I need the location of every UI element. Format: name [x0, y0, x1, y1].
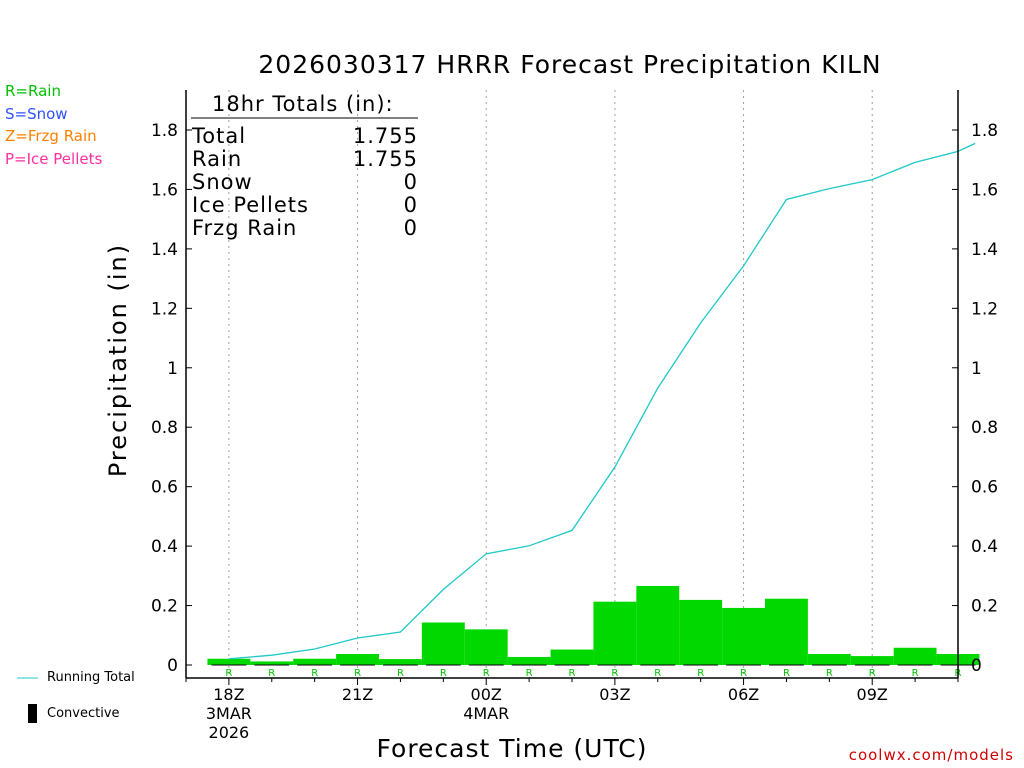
totals-value: 0 — [403, 170, 418, 194]
x-tick-label: 09Z — [857, 685, 888, 704]
y-tick-label-right: 0.2 — [971, 597, 998, 617]
y-tick-label-right: 1.8 — [971, 121, 998, 141]
x-tick-label: 00Z — [471, 685, 502, 704]
convective-key-label: Convective — [47, 706, 120, 721]
y-tick-label-left: 1.8 — [151, 121, 178, 141]
precip-type-marker: R — [740, 668, 747, 679]
precip-bar — [850, 656, 894, 665]
y-tick-label-left: 1 — [167, 359, 178, 379]
hourly-bars — [207, 585, 980, 666]
totals-label: Snow — [192, 170, 253, 194]
precip-bar — [293, 658, 337, 665]
y-tick-label-left: 1.2 — [151, 299, 178, 319]
totals-label: Total — [192, 124, 247, 148]
y-tick-label-right: 1.6 — [971, 180, 998, 200]
precip-type-marker: R — [569, 668, 576, 679]
precip-type-marker: R — [225, 668, 232, 679]
running-total-line — [228, 142, 976, 660]
y-tick-label-left: 0.6 — [151, 478, 178, 498]
precip-bar — [550, 649, 594, 665]
precip-type-marker: R — [354, 668, 361, 679]
y-tick-label-right: 0 — [971, 656, 982, 676]
y-tick-label-right: 1 — [971, 359, 982, 379]
totals-value: 1.755 — [352, 147, 418, 171]
convective-key-swatch — [28, 704, 37, 723]
precip-type-marker: R — [311, 668, 318, 679]
precip-bar — [679, 599, 723, 665]
x-tick-label: 03Z — [599, 685, 630, 704]
y-tick-label-left: 0.2 — [151, 597, 178, 617]
precip-bar — [636, 585, 680, 665]
x-tick-label: 4MAR — [463, 704, 509, 723]
y-tick-label-left: 0.8 — [151, 418, 178, 438]
precip-type-marker: R — [912, 668, 919, 679]
running-total-key-label: Running Total — [47, 670, 135, 685]
totals-heading: 18hr Totals (in): — [212, 92, 394, 116]
legend-freezing-rain: Z=Frzg Rain — [5, 127, 97, 145]
precip-type-marker: R — [483, 668, 490, 679]
legend-rain: R=Rain — [5, 82, 61, 100]
y-tick-label-right: 0.8 — [971, 418, 998, 438]
precip-bar — [379, 659, 422, 665]
chart-title: 2026030317 HRRR Forecast Precipitation K… — [258, 50, 882, 79]
precip-bar — [893, 647, 937, 665]
y-tick-label-left: 1.6 — [151, 180, 178, 200]
totals-label: Rain — [192, 147, 243, 171]
precip-bar — [593, 601, 637, 665]
x-axis-label: Forecast Time (UTC) — [376, 734, 648, 763]
totals-value: 0 — [403, 193, 418, 217]
x-tick-label: 2026 — [209, 723, 250, 742]
precip-bar — [207, 658, 251, 665]
precip-bar — [722, 607, 765, 665]
grid-lines — [228, 90, 873, 678]
precip-type-marker: R — [440, 668, 447, 679]
legend-ice-pellets: P=Ice Pellets — [5, 150, 103, 168]
totals-label: Frzg Rain — [192, 216, 298, 240]
precip-type-marker: R — [826, 668, 833, 679]
y-tick-label-left: 0 — [167, 656, 178, 676]
precip-type-marker: R — [526, 668, 533, 679]
x-tick-label: 06Z — [728, 685, 759, 704]
y-tick-label-right: 0.6 — [971, 478, 998, 498]
totals-label: Ice Pellets — [192, 193, 309, 217]
x-tick-label: 21Z — [342, 685, 373, 704]
y-tick-label-left: 0.4 — [151, 537, 178, 557]
y-tick-label-right: 0.4 — [971, 537, 998, 557]
axes: 0 00.2 0.20.4 0.40.6 0.60.8 0.81 11.2 1.21.4 1.4… — [151, 90, 998, 742]
legend-snow: S=Snow — [5, 105, 68, 123]
precip-type-marker: R — [783, 668, 790, 679]
x-tick-label: 3MAR — [206, 704, 252, 723]
precip-bar — [807, 654, 851, 665]
precip-bar — [250, 661, 294, 665]
precip-bar — [336, 654, 379, 665]
precip-type-marker: R — [654, 668, 661, 679]
precip-bar — [464, 629, 508, 665]
totals-value: 1.755 — [352, 124, 418, 148]
y-tick-label-right: 1.2 — [971, 299, 998, 319]
site-credit: coolwx.com/models — [848, 746, 1014, 764]
precip-type-marker: R — [268, 668, 275, 679]
precip-bar — [507, 656, 551, 665]
precip-type-marker: R — [869, 668, 876, 679]
precip-type-marker: R — [397, 668, 404, 679]
precip-bar — [421, 622, 465, 665]
totals-value: 0 — [403, 216, 418, 240]
y-tick-label-right: 1.4 — [971, 240, 998, 260]
y-tick-label-left: 1.4 — [151, 240, 178, 260]
precip-bar — [765, 598, 808, 665]
x-tick-label: 18Z — [213, 685, 244, 704]
precip-type-marker: R — [697, 668, 704, 679]
precip-type-marker: R — [611, 668, 618, 679]
